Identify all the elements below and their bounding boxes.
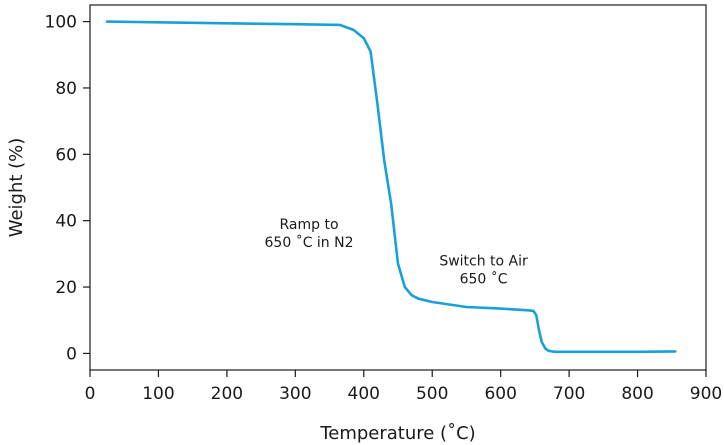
x-tick-label: 800 [621, 384, 653, 404]
plot-frame [89, 4, 707, 371]
y-tick-label: 0 [66, 344, 77, 364]
annotation-text: Switch to Air [439, 253, 528, 269]
x-tick-label: 300 [279, 384, 311, 404]
x-tick-label: 400 [348, 384, 380, 404]
axes-layer [89, 4, 707, 371]
x-axis-label: Temperature (˚C) [319, 423, 475, 444]
series-layer [105, 20, 677, 354]
y-axis-label: Weight (%) [6, 138, 27, 238]
annotation-text: 650 ˚C in N2 [265, 234, 354, 251]
x-tick-label: 900 [690, 384, 722, 404]
y-tick-label: 80 [55, 79, 77, 99]
x-tick-label: 500 [416, 384, 448, 404]
x-tick-label: 0 [85, 384, 96, 404]
y-tick-label: 60 [55, 145, 77, 165]
x-tick-label: 200 [211, 384, 243, 404]
annotation-text: Ramp to [280, 217, 339, 233]
annotation-text: 650 ˚C [460, 270, 508, 287]
ticks-layer: 0 100 200 300 400 500 600 700 800 900 0 20 40 60 80 100 [45, 13, 723, 404]
y-tick-label: 20 [55, 278, 77, 298]
x-tick-label: 600 [484, 384, 516, 404]
y-tick-label: 100 [45, 13, 77, 33]
x-tick-label: 100 [142, 384, 174, 404]
y-tick-label: 40 [55, 212, 77, 232]
weight-curve [105, 20, 677, 354]
x-tick-label: 700 [553, 384, 585, 404]
